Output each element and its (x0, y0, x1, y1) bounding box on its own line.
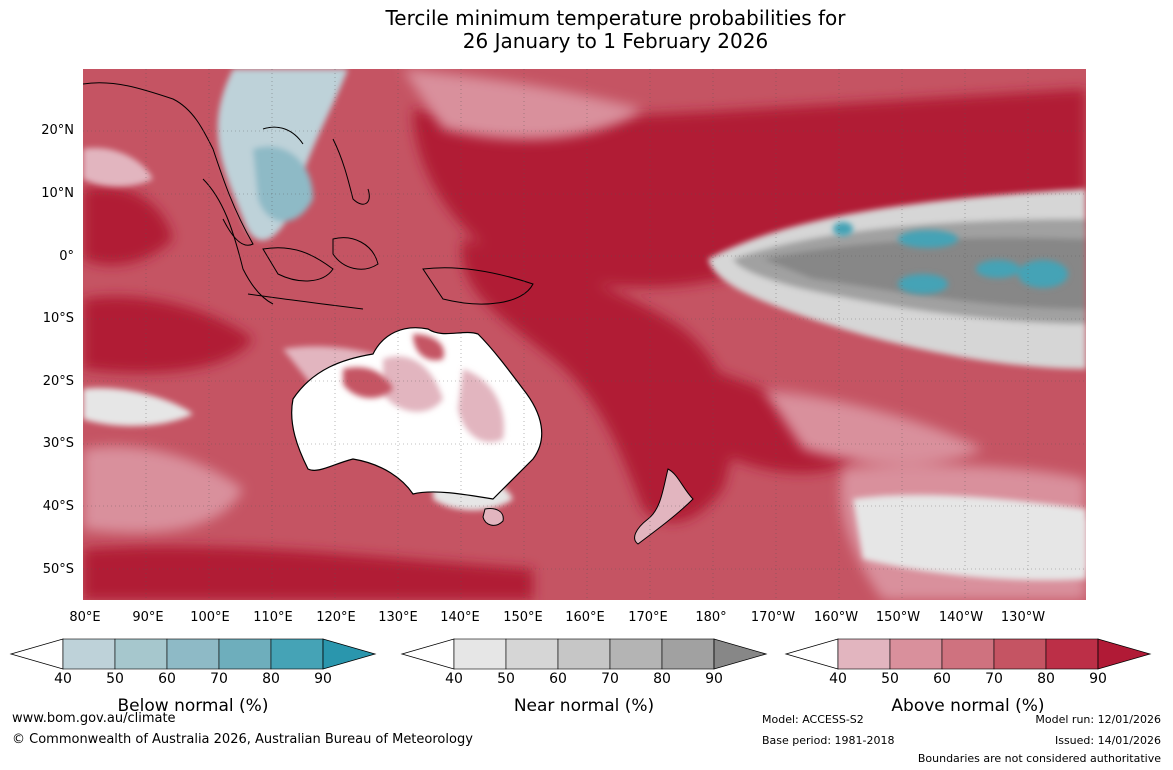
colorbar-extend-high (713, 638, 768, 670)
lon-label: 120°E (316, 610, 356, 625)
lon-label: 170°W (750, 610, 796, 625)
asia-coastlines (83, 82, 534, 310)
colorbar-extend-low (9, 638, 64, 670)
colorbar-tick-label: 40 (54, 671, 72, 687)
lon-label: 170°E (628, 610, 668, 625)
above-normal-title: Above normal (%) (891, 696, 1045, 716)
colorbar-segment (609, 638, 663, 670)
below-normal-tropical-pacific (833, 222, 1068, 294)
colorbar-tick-label: 50 (881, 671, 899, 687)
model-run: Model run: 12/01/2026 (1035, 713, 1161, 726)
copyright: © Commonwealth of Australia 2026, Austra… (12, 732, 473, 747)
lat-label: 50°S (42, 562, 74, 577)
colorbar-tick-label: 60 (158, 671, 176, 687)
colorbar-tick-label: 70 (601, 671, 619, 687)
colorbar-tick-label: 60 (933, 671, 951, 687)
lat-label: 10°N (41, 186, 74, 201)
colorbar-segment (62, 638, 116, 670)
lon-label: 150°W (875, 610, 921, 625)
colorbar-tick-label: 50 (497, 671, 515, 687)
new-zealand-outline (634, 468, 694, 545)
colorbar-segment (557, 638, 611, 670)
colorbar-tick-label: 80 (653, 671, 671, 687)
lon-label: 130°W (1000, 610, 1046, 625)
website-link[interactable]: www.bom.gov.au/climate (12, 711, 176, 726)
lon-label: 110°E (253, 610, 293, 625)
colorbar-extend-high (1097, 638, 1152, 670)
issued-date: Issued: 14/01/2026 (1054, 734, 1161, 747)
colorbar-tick-label: 70 (985, 671, 1003, 687)
colorbars (9, 638, 1152, 670)
lon-label: 90°E (132, 610, 164, 625)
model-name: Model: ACCESS-S2 (762, 713, 864, 726)
colorbar-segment (270, 638, 324, 670)
lat-label: 0° (59, 249, 74, 264)
colorbar-tick-label: 50 (106, 671, 124, 687)
lon-label: 160°W (813, 610, 859, 625)
colorbar-extend-low (784, 638, 839, 670)
lon-label: 180° (695, 610, 727, 625)
base-period: Base period: 1981-2018 (762, 734, 895, 747)
disclaimer: Boundaries are not considered authoritat… (917, 752, 1161, 765)
probability-map (83, 69, 1086, 600)
colorbar-segment (993, 638, 1047, 670)
colorbar-segment (941, 638, 995, 670)
lon-label: 160°E (565, 610, 605, 625)
near-normal-colorbar (400, 638, 768, 670)
lon-label: 140°E (440, 610, 480, 625)
below-normal-colorbar (9, 638, 377, 670)
colorbar-tick-label: 80 (1037, 671, 1055, 687)
colorbar-tick-label: 40 (829, 671, 847, 687)
lat-label: 30°S (42, 436, 74, 451)
above-normal-colorbar (784, 638, 1152, 670)
graticule (83, 69, 1086, 600)
colorbar-segment (218, 638, 272, 670)
near-normal-title: Near normal (%) (513, 696, 655, 716)
colorbar-tick-label: 60 (549, 671, 567, 687)
colorbar-tick-label: 80 (262, 671, 280, 687)
lon-label: 80°E (69, 610, 101, 625)
lat-label: 20°S (42, 374, 74, 389)
colorbar-extend-low (400, 638, 455, 670)
colorbar-tick-label: 70 (210, 671, 228, 687)
colorbar-segment (166, 638, 220, 670)
lon-label: 100°E (190, 610, 230, 625)
colorbar-extend-high (322, 638, 377, 670)
chart-title-line-2: 26 January to 1 February 2026 (462, 29, 769, 53)
colorbar-tick-label: 90 (705, 671, 723, 687)
lat-label: 40°S (42, 499, 74, 514)
below-normal-title: Below normal (%) (117, 696, 269, 716)
colorbar-tick-label: 90 (314, 671, 332, 687)
colorbar-segment (1045, 638, 1099, 670)
lat-label: 10°S (42, 311, 74, 326)
lon-label: 140°W (938, 610, 984, 625)
colorbar-segment (889, 638, 943, 670)
colorbar-tick-label: 40 (445, 671, 463, 687)
lat-label: 20°N (41, 123, 74, 138)
australia-interior-red (343, 334, 444, 399)
colorbar-tick-label: 90 (1089, 671, 1107, 687)
lon-label: 130°E (378, 610, 418, 625)
chart-title-line-1: Tercile minimum temperature probabilitie… (385, 6, 846, 30)
tasmania-outline (482, 508, 504, 526)
colorbar-segment (661, 638, 715, 670)
above-normal-dark-regions (83, 89, 1086, 600)
colorbar-segment (505, 638, 559, 670)
colorbar-segment (453, 638, 507, 670)
below-normal-region (217, 69, 348, 241)
near-normal-region (708, 189, 1086, 369)
lon-label: 150°E (503, 610, 543, 625)
colorbar-segment (114, 638, 168, 670)
colorbar-segment (837, 638, 891, 670)
